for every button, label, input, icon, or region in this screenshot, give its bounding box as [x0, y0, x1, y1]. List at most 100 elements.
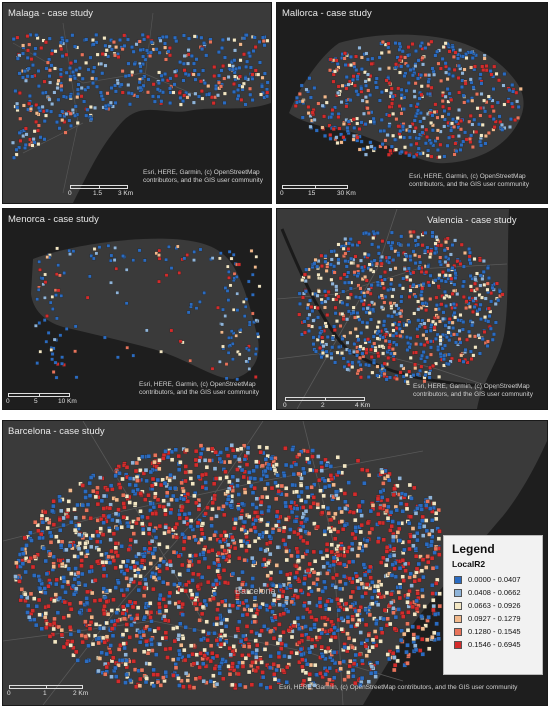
point-symbol: [107, 528, 112, 534]
point-symbol: [371, 307, 375, 312]
scale-label-max: 30 Km: [337, 190, 356, 197]
point-symbol: [251, 559, 256, 565]
point-symbol: [281, 611, 286, 616]
point-symbol: [102, 611, 107, 616]
point-symbol: [163, 646, 168, 652]
point-symbol: [220, 46, 224, 50]
map-panel-barcelona[interactable]: Barcelona - case study Barcelona Esri, H…: [2, 420, 548, 706]
point-symbol: [322, 114, 327, 119]
point-symbol: [274, 563, 279, 568]
point-symbol: [375, 496, 381, 502]
point-symbol: [151, 683, 156, 689]
map-panel-valencia[interactable]: Valencia - case study Esri, HERE, Garmin…: [276, 208, 548, 410]
point-symbol: [411, 543, 416, 548]
point-symbol: [172, 582, 177, 587]
point-symbol: [407, 575, 412, 580]
point-symbol: [310, 324, 314, 329]
point-symbol: [271, 459, 276, 464]
point-symbol: [149, 637, 154, 642]
point-symbol: [366, 375, 371, 379]
point-symbol: [166, 49, 171, 54]
point-symbol: [14, 147, 19, 152]
point-symbol: [468, 261, 473, 266]
point-symbol: [387, 104, 392, 109]
map-panel-malaga[interactable]: Malaga - case study Esri, HERE, Garmin, …: [2, 2, 272, 204]
point-symbol: [405, 600, 410, 605]
point-symbol: [438, 142, 443, 147]
point-symbol: [163, 525, 168, 530]
point-symbol: [84, 113, 89, 118]
point-symbol: [436, 636, 441, 641]
point-symbol: [225, 453, 231, 458]
point-symbol: [258, 450, 263, 455]
point-symbol: [396, 86, 401, 91]
point-symbol: [359, 86, 364, 91]
point-symbol: [176, 599, 182, 605]
point-symbol: [76, 546, 82, 551]
point-symbol: [249, 249, 254, 253]
point-symbol: [15, 101, 20, 106]
point-symbol: [392, 655, 397, 660]
point-symbol: [375, 336, 380, 341]
point-symbol: [277, 637, 283, 642]
malaga-map: [3, 3, 271, 203]
point-symbol: [124, 301, 129, 306]
legend-label: 0.0408 - 0.0662: [468, 588, 521, 597]
point-symbol: [429, 539, 434, 544]
point-symbol: [83, 634, 88, 639]
point-symbol: [230, 603, 236, 608]
point-symbol: [227, 336, 231, 340]
point-symbol: [33, 520, 38, 525]
point-symbol: [308, 467, 313, 473]
point-symbol: [422, 379, 427, 384]
point-symbol: [74, 375, 79, 380]
point-symbol: [423, 623, 428, 628]
point-symbol: [346, 270, 351, 275]
point-symbol: [380, 254, 384, 259]
point-symbol: [361, 306, 366, 311]
point-symbol: [276, 663, 281, 669]
point-symbol: [415, 372, 420, 377]
point-symbol: [250, 490, 256, 495]
point-symbol: [210, 655, 216, 661]
point-symbol: [190, 578, 195, 583]
point-symbol: [325, 313, 330, 317]
point-symbol: [265, 38, 270, 43]
point-symbol: [178, 460, 183, 465]
point-symbol: [151, 672, 156, 677]
point-symbol: [77, 532, 82, 537]
point-symbol: [60, 109, 65, 114]
point-symbol: [165, 544, 170, 550]
point-symbol: [331, 562, 336, 567]
point-symbol: [315, 293, 320, 298]
point-symbol: [260, 494, 265, 500]
point-symbol: [384, 508, 389, 514]
map-panel-menorca[interactable]: Menorca - case study Esri, HERE, Garmin,…: [2, 208, 272, 410]
point-symbol: [407, 294, 412, 299]
point-symbol: [327, 123, 332, 128]
point-symbol: [464, 52, 468, 57]
map-panel-mallorca[interactable]: Mallorca - case study Esri, HERE, Garmin…: [276, 2, 548, 204]
point-symbol: [352, 638, 357, 643]
point-symbol: [28, 107, 33, 111]
point-symbol: [468, 349, 473, 354]
point-symbol: [70, 639, 75, 644]
point-symbol: [266, 560, 271, 566]
point-symbol: [244, 33, 249, 38]
point-symbol: [387, 478, 392, 483]
point-symbol: [222, 76, 227, 81]
point-symbol: [136, 516, 141, 522]
point-symbol: [289, 599, 294, 605]
point-symbol: [186, 568, 191, 573]
point-symbol: [421, 533, 426, 538]
point-symbol: [496, 298, 501, 303]
point-symbol: [76, 629, 81, 634]
point-symbol: [183, 464, 188, 469]
point-symbol: [214, 638, 219, 643]
point-symbol: [365, 57, 370, 62]
point-symbol: [436, 315, 440, 320]
point-symbol: [437, 273, 442, 278]
point-symbol: [390, 347, 395, 352]
point-symbol: [104, 560, 109, 565]
point-symbol: [397, 311, 402, 316]
